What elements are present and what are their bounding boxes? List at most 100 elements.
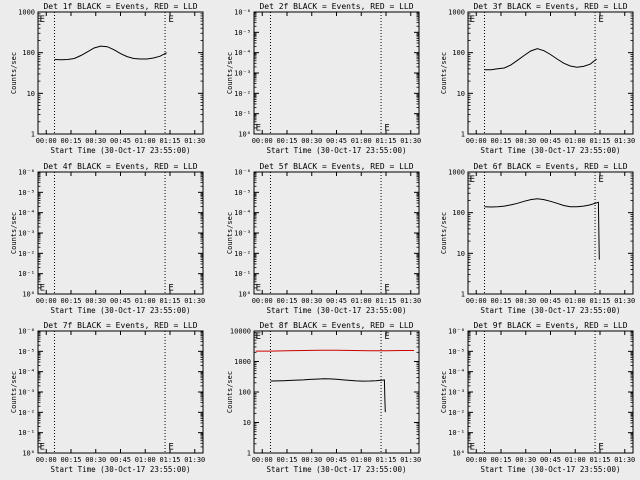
panel-2-ytick-label: 10⁻⁴	[234, 49, 251, 57]
panel-8-ytick-label: 1	[247, 450, 251, 458]
panel-4-ytick-label: 10⁻⁵	[18, 189, 35, 197]
panel-5-ytick-label: 10⁻¹	[234, 270, 251, 278]
panel-5-marker-e: E	[256, 284, 261, 294]
panel-9-xtick-label: 00:00	[466, 456, 487, 464]
panel-8-series-1	[255, 349, 414, 352]
panel-2-ytick-label: 10⁻¹	[234, 110, 251, 118]
panel-6-title: Det 6f BLACK = Events, RED = LLD	[473, 162, 627, 171]
panel-6-ytick-label: 1	[461, 291, 465, 299]
panel-1-xtick-label: 01:15	[159, 137, 180, 145]
panel-8-ytick-label: 10	[243, 419, 251, 427]
panel-2-xtick-label: 01:30	[400, 137, 421, 145]
panel-6-xtick-label: 01:30	[614, 297, 635, 305]
panel-1-xtick-label: 00:45	[110, 137, 131, 145]
panel-1-xlabel: Start Time (30-Oct-17 23:55:00)	[51, 146, 191, 155]
panel-3-ylabel: Counts/sec	[440, 52, 448, 94]
panel-7-marker-e: E	[40, 443, 45, 453]
panel-2-marker-e: E	[384, 124, 389, 134]
panel-9-title: Det 9f BLACK = Events, RED = LLD	[473, 321, 627, 330]
panel-5-ytick-label: 10⁰	[238, 291, 251, 299]
panel-7-ytick-label: 10⁻⁴	[18, 368, 35, 376]
panel-7-ytick-label: 10⁻⁶	[18, 328, 35, 336]
panel-9-xtick-label: 01:15	[589, 456, 610, 464]
panel-9-ytick-label: 10⁻³	[448, 389, 465, 397]
panel-8-marker-e: E	[384, 332, 389, 342]
panel-7-title: Det 7f BLACK = Events, RED = LLD	[43, 321, 197, 330]
panel-5-frame	[253, 171, 420, 295]
panel-2-ytick-label: 10⁻⁵	[234, 29, 251, 37]
panel-8-xtick-label: 01:00	[351, 456, 372, 464]
panel-1-xtick-label: 01:30	[184, 137, 205, 145]
panel-5-xtick-label: 01:15	[375, 297, 396, 305]
panel-6-frame	[467, 171, 634, 295]
panel-8-xtick-label: 00:30	[301, 456, 322, 464]
panel-5-marker-e: E	[384, 284, 389, 294]
panel-3-ytick-label: 1	[461, 131, 465, 139]
panel-4-xtick-label: 00:45	[110, 297, 131, 305]
panel-6-xlabel: Start Time (30-Oct-17 23:55:00)	[481, 306, 621, 315]
panel-6-ylabel: Counts/sec	[440, 212, 448, 254]
panel-2-frame	[253, 11, 420, 135]
panel-3-marker-e: E	[470, 15, 475, 25]
panel-2-marker-e: E	[256, 124, 261, 134]
panel-3-marker-e: E	[598, 15, 603, 25]
panel-9: Det 9f BLACK = Events, RED = LLD Start Ti…	[440, 321, 635, 474]
panel-7: Det 7f BLACK = Events, RED = LLD Start Ti…	[10, 321, 205, 474]
panel-7-ytick-label: 10⁻³	[18, 389, 35, 397]
panel-3-xtick-label: 01:00	[565, 137, 586, 145]
panel-2-ytick-label: 10⁻²	[234, 90, 251, 98]
panel-6-xtick-label: 01:15	[589, 297, 610, 305]
panel-1-ytick-label: 1000	[18, 9, 35, 17]
panel-5-xlabel: Start Time (30-Oct-17 23:55:00)	[267, 306, 407, 315]
panel-4-marker-e: E	[40, 284, 45, 294]
panel-5-title: Det 5f BLACK = Events, RED = LLD	[259, 162, 413, 171]
panel-6-ytick-label: 100	[452, 209, 465, 217]
panel-6-ytick-label: 1000	[448, 169, 465, 177]
panel-3-xtick-label: 01:15	[589, 137, 610, 145]
panel-1-series-1	[54, 45, 167, 61]
panel-8-xtick-label: 00:15	[276, 456, 297, 464]
panel-9-ytick-label: 10⁻¹	[448, 429, 465, 437]
panel-3-xtick-label: 00:30	[515, 137, 536, 145]
panel-3-xtick-label: 00:45	[540, 137, 561, 145]
panel-4-ytick-label: 10⁻²	[18, 250, 35, 258]
panel-6-xtick-label: 00:15	[490, 297, 511, 305]
panel-2-ytick-label: 10⁰	[238, 131, 251, 139]
panel-4-frame	[37, 171, 204, 295]
panel-2-ytick-label: 10⁻⁶	[234, 9, 251, 17]
panel-1-xtick-label: 01:00	[135, 137, 156, 145]
panel-4-ytick-label: 10⁻⁴	[18, 209, 35, 217]
panel-5-xtick-label: 00:45	[326, 297, 347, 305]
panel-3-xlabel: Start Time (30-Oct-17 23:55:00)	[481, 146, 621, 155]
panel-7-ylabel: Counts/sec	[10, 371, 18, 413]
panel-7-xtick-label: 00:45	[110, 456, 131, 464]
panel-3-frame	[467, 11, 634, 135]
panel-4-xtick-label: 01:30	[184, 297, 205, 305]
panel-2-xtick-label: 01:00	[351, 137, 372, 145]
panel-6-marker-e: E	[598, 175, 603, 185]
panel-5-xtick-label: 00:00	[252, 297, 273, 305]
panel-2-xtick-label: 00:15	[276, 137, 297, 145]
panel-5-ytick-label: 10⁻³	[234, 230, 251, 238]
panel-5-ylabel: Counts/sec	[226, 212, 234, 254]
panel-8-ytick-label: 100	[238, 389, 251, 397]
panel-1-xtick-label: 00:00	[36, 137, 57, 145]
panel-7-ytick-label: 10⁻⁵	[18, 348, 35, 356]
panel-8-xtick-label: 01:15	[375, 456, 396, 464]
panel-7-xtick-label: 00:00	[36, 456, 57, 464]
panel-4-ytick-label: 10⁻⁶	[18, 169, 35, 177]
panel-5-xtick-label: 00:15	[276, 297, 297, 305]
panel-3-xtick-label: 00:00	[466, 137, 487, 145]
panel-9-xtick-label: 00:45	[540, 456, 561, 464]
panel-3-ytick-label: 10	[457, 90, 465, 98]
panel-9-ytick-label: 10⁻²	[448, 409, 465, 417]
panel-3-xtick-label: 00:15	[490, 137, 511, 145]
panel-5-xtick-label: 00:30	[301, 297, 322, 305]
panel-8-marker-e: E	[256, 332, 261, 342]
panel-8-xlabel: Start Time (30-Oct-17 23:55:00)	[267, 465, 407, 474]
panel-9-ytick-label: 10⁰	[452, 450, 465, 458]
panel-4-xtick-label: 00:30	[85, 297, 106, 305]
panel-2-xtick-label: 01:15	[375, 137, 396, 145]
panel-2-title: Det 2f BLACK = Events, RED = LLD	[259, 2, 413, 11]
panel-6-xtick-label: 00:00	[466, 297, 487, 305]
